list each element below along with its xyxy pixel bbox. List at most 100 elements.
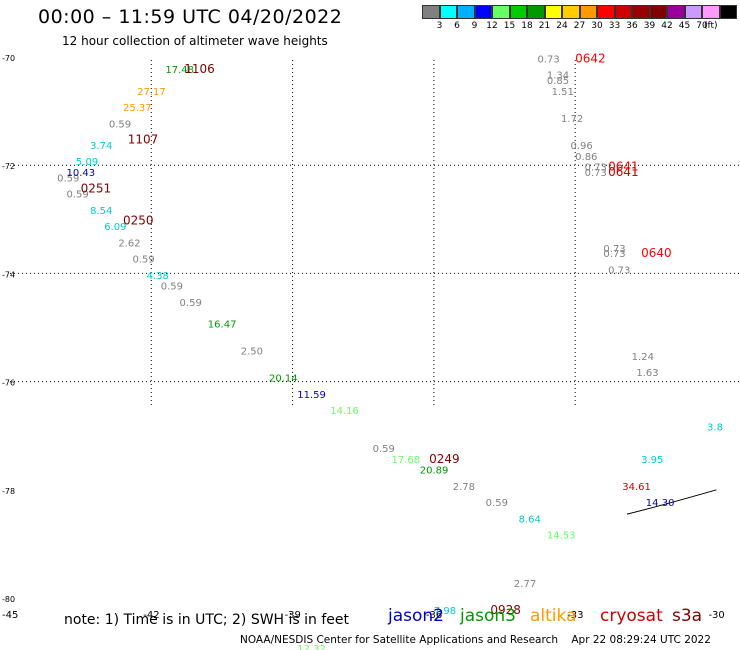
wave-height-point: 7.98 (434, 606, 456, 617)
wave-height-point: 1.24 (632, 352, 654, 363)
color-swatch (579, 5, 597, 19)
color-scale-label: 39 (643, 21, 656, 31)
credit-line: NOAA/NESDIS Center for Satellite Applica… (240, 634, 711, 646)
wave-height-point: 8.64 (519, 514, 541, 525)
x-tick-label: -33 (567, 610, 583, 621)
wave-height-point: 2.77 (514, 579, 536, 590)
color-swatch (509, 5, 527, 19)
x-tick-label: -42 (143, 610, 159, 621)
wave-height-point: 1.51 (552, 87, 574, 98)
pass-time-label: 0642 (575, 51, 606, 65)
wave-height-point: 0.73 (585, 163, 607, 174)
wave-height-point: 27.17 (137, 87, 166, 98)
wave-height-point: 14.53 (547, 530, 576, 541)
pass-time-label: 0641 (608, 165, 639, 179)
color-scale-bar (422, 5, 737, 19)
color-scale-label: 15 (503, 21, 516, 31)
color-swatch (614, 5, 632, 19)
x-tick-label: -36 (426, 610, 442, 621)
color-swatch (702, 5, 720, 19)
pass-time-label: 0251 (81, 181, 112, 195)
wave-height-point: 20.14 (269, 374, 298, 385)
color-scale-label: 24 (556, 21, 568, 31)
color-swatch (719, 5, 737, 19)
wave-height-point: 16.47 (208, 320, 237, 331)
color-scale-label: 21 (538, 21, 551, 31)
pass-time-label: 0640 (641, 246, 672, 260)
legend-item-jason3: jason3 (460, 606, 516, 626)
y-tick-label: -78 (2, 487, 15, 496)
chart-title: 00:00 – 11:59 UTC 04/20/2022 (38, 6, 343, 28)
color-scale-label: 12 (486, 21, 498, 31)
wave-height-point: 0.73 (603, 249, 625, 260)
color-scale-label: 36 (626, 21, 638, 31)
wave-height-point: 2.50 (241, 347, 263, 358)
wave-height-point: 2.78 (453, 482, 475, 493)
wave-height-point: 0.73 (537, 54, 559, 65)
wave-height-point: 17.48 (165, 65, 194, 76)
wave-height-point: 1.63 (636, 368, 658, 379)
pass-time-label: 1107 (128, 133, 159, 147)
wave-height-point: 4.38 (147, 271, 169, 282)
color-swatch (597, 5, 615, 19)
color-swatch (474, 5, 492, 19)
color-swatch (544, 5, 562, 19)
color-swatch (439, 5, 457, 19)
color-swatch (457, 5, 475, 19)
wave-height-point: 0.73 (585, 168, 607, 179)
y-tick-label: -76 (2, 379, 15, 388)
wave-height-point: 2.62 (118, 238, 140, 249)
wave-height-point: 25.37 (123, 103, 152, 114)
x-tick-label: -45 (2, 610, 18, 621)
chart-subtitle: 12 hour collection of altimeter wave hei… (62, 34, 328, 48)
x-tick-label: -39 (285, 610, 301, 621)
wave-height-point: 1.72 (561, 114, 583, 125)
color-scale-label: 27 (573, 21, 586, 31)
pass-time-label: 0641 (608, 160, 639, 174)
wave-height-point: 0.85 (547, 76, 569, 87)
color-swatch (684, 5, 702, 19)
color-scale-label: 70 (696, 21, 708, 31)
color-scale-label: 9 (471, 21, 478, 31)
y-tick-label: -74 (2, 270, 15, 279)
color-swatch (632, 5, 650, 19)
wave-height-point: 14.16 (330, 406, 359, 417)
wave-height-point: 17.68 (391, 455, 420, 466)
wave-height-point: 0.59 (373, 444, 395, 455)
footnote: note: 1) Time is in UTC; 2) SWH is in fe… (64, 612, 350, 628)
y-tick-label: -80 (2, 595, 15, 604)
pass-time-label: 0928 (490, 603, 521, 617)
color-scale-label: 33 (608, 21, 621, 31)
wave-height-point: 5.09 (76, 157, 98, 168)
wave-height-point: 11.59 (297, 390, 326, 401)
x-tick-label: -30 (708, 610, 724, 621)
wave-height-point: 0.59 (180, 298, 202, 309)
wave-height-point: 0.96 (570, 141, 592, 152)
wave-height-point: 0.59 (132, 255, 154, 266)
wave-height-point: 0.59 (57, 173, 79, 184)
wave-height-point: 34.61 (622, 482, 651, 493)
wave-height-point: 14.30 (646, 498, 675, 509)
color-scale-label: 30 (591, 21, 603, 31)
color-scale-label: 45 (678, 21, 691, 31)
color-swatch (527, 5, 545, 19)
wave-height-point: 20.89 (420, 466, 449, 477)
color-scale-label: 42 (661, 21, 673, 31)
legend-item-altika: altika (530, 606, 577, 626)
wave-height-point: 0.59 (486, 498, 508, 509)
legend-item-s3a: s3a (672, 606, 703, 626)
color-scale-labels: 3 6 9 12 15 18 21 24 27 30 33 36 39 42 45 70 (422, 21, 740, 33)
wave-height-point: 10.43 (67, 168, 96, 179)
wave-height-point: 0.73 (603, 244, 625, 255)
pass-time-label: 1106 (184, 62, 215, 76)
color-scale-label: 3 (436, 21, 443, 31)
color-scale-label: 6 (454, 21, 460, 31)
wave-height-point: 12.32 (297, 644, 326, 650)
color-swatch (649, 5, 667, 19)
wave-height-point: 0.59 (109, 119, 131, 130)
y-tick-label: -72 (2, 162, 15, 171)
y-tick-label: -70 (2, 54, 15, 63)
color-swatch (667, 5, 685, 19)
wave-height-point: 8.54 (90, 206, 112, 217)
